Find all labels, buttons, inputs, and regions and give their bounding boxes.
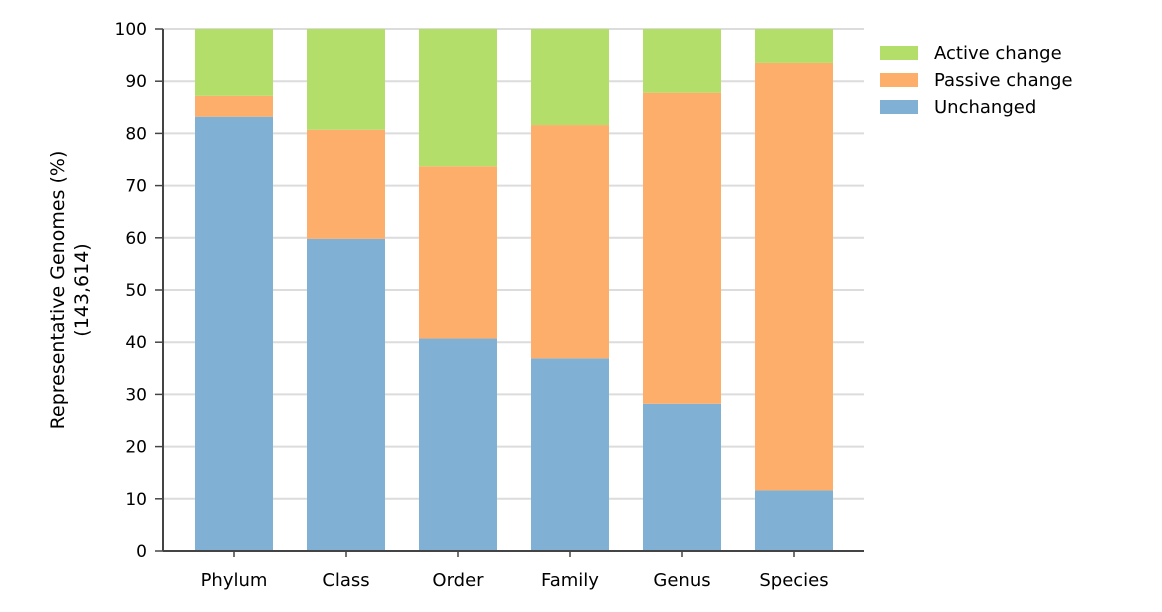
- y-axis-title-line-2: (143,614): [71, 243, 93, 336]
- bars: [195, 29, 833, 552]
- bar-class-unchanged: [307, 238, 385, 551]
- y-tick-label-100: 100: [115, 20, 147, 40]
- bar-order-unchanged: [419, 338, 497, 551]
- y-tick-label-90: 90: [125, 72, 147, 92]
- y-axis-title-line-1: Representative Genomes (%): [47, 151, 69, 430]
- bar-phylum-passive-change: [195, 95, 273, 117]
- y-tick-label-50: 50: [125, 281, 147, 301]
- bar-phylum-unchanged: [195, 116, 273, 552]
- x-tick-label-family: Family: [541, 570, 599, 591]
- bar-order-passive-change: [419, 166, 497, 339]
- bar-family-passive-change: [531, 125, 609, 359]
- bar-genus-unchanged: [643, 403, 721, 551]
- legend-label-active-change: Active change: [934, 43, 1062, 64]
- axes: Phylum Class Order Family Genus Species 0 10 20 3…: [115, 20, 864, 591]
- y-tick-label-10: 10: [125, 490, 147, 510]
- x-tick-label-genus: Genus: [653, 570, 710, 591]
- bar-species-passive-change: [755, 62, 833, 491]
- legend-label-passive-change: Passive change: [934, 70, 1073, 91]
- x-tick-label-phylum: Phylum: [201, 570, 268, 591]
- legend-label-unchanged: Unchanged: [934, 97, 1036, 118]
- bar-species-active-change: [755, 29, 833, 63]
- bar-family-unchanged: [531, 358, 609, 551]
- y-tick-label-20: 20: [125, 438, 147, 458]
- y-tick-label-70: 70: [125, 177, 147, 197]
- legend-swatch-unchanged: [880, 100, 918, 114]
- bar-phylum-active-change: [195, 29, 273, 96]
- y-tick-label-80: 80: [125, 124, 147, 144]
- x-tick-label-order: Order: [432, 570, 484, 591]
- gridlines: [163, 28, 864, 500]
- x-tick-label-class: Class: [322, 570, 369, 591]
- legend-swatch-passive-change: [880, 73, 918, 87]
- bar-genus-active-change: [643, 29, 721, 93]
- bar-class-passive-change: [307, 129, 385, 239]
- bar-family-active-change: [531, 29, 609, 126]
- legend-swatch-active-change: [880, 46, 918, 60]
- bar-order-active-change: [419, 29, 497, 167]
- bar-species-unchanged: [755, 490, 833, 551]
- y-tick-label-0: 0: [136, 542, 147, 562]
- x-tick-label-species: Species: [759, 570, 828, 591]
- y-tick-label-60: 60: [125, 229, 147, 249]
- bar-genus-passive-change: [643, 92, 721, 404]
- legend: Active change Passive change Unchanged: [880, 43, 1073, 118]
- y-tick-label-40: 40: [125, 333, 147, 353]
- bar-class-active-change: [307, 29, 385, 130]
- y-tick-label-30: 30: [125, 385, 147, 405]
